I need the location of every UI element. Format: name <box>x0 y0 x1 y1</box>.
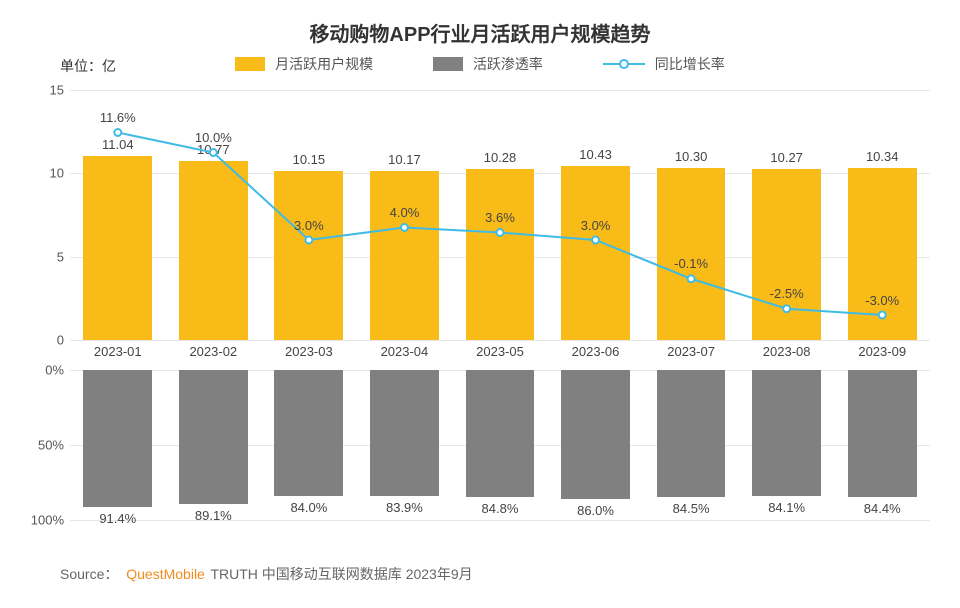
source-brand: QuestMobile <box>126 566 205 582</box>
bar-value-label: 84.1% <box>739 500 835 515</box>
plot-bot: 0%50%100% 91.4%89.1%84.0%83.9%84.8%86.0%… <box>70 370 930 520</box>
y-tick-label: 100% <box>20 513 64 528</box>
y-tick-label: 50% <box>20 438 64 453</box>
source-line: Source： QuestMobile TRUTH 中国移动互联网数据库 202… <box>60 564 473 584</box>
bar-bot <box>561 370 630 499</box>
x-tick-label: 2023-06 <box>548 344 644 359</box>
x-axis-labels: 2023-012023-022023-032023-042023-052023-… <box>70 344 930 364</box>
bar-value-label: 84.5% <box>643 501 739 516</box>
bar-slot: 83.9% <box>357 370 453 520</box>
bar-slot: 84.5% <box>643 370 739 520</box>
bar-value-label: 84.4% <box>834 501 930 516</box>
bar-value-label: 84.0% <box>261 500 357 515</box>
bar-bot <box>752 370 821 496</box>
line-point-label: 11.6% <box>100 110 136 125</box>
chart-header: 单位：亿 月活跃用户规模 活跃渗透率 同比增长率 <box>0 54 960 82</box>
bar-bot <box>466 370 535 497</box>
x-tick-label: 2023-05 <box>452 344 548 359</box>
x-tick-label: 2023-03 <box>261 344 357 359</box>
plot-top: 051015 11.0410.7710.1510.1710.2810.4310.… <box>70 90 930 340</box>
x-tick-label: 2023-02 <box>166 344 262 359</box>
bar-slot: 84.0% <box>261 370 357 520</box>
legend-swatch-bar-top <box>235 57 265 71</box>
source-prefix: Source： <box>60 566 118 582</box>
x-tick-label: 2023-04 <box>357 344 453 359</box>
line-point-label: 3.6% <box>485 210 515 225</box>
bar-value-label: 89.1% <box>166 508 262 523</box>
bar-bot <box>274 370 343 496</box>
legend-label-line: 同比增长率 <box>655 56 725 72</box>
line-point-label: 4.0% <box>390 205 420 220</box>
legend: 月活跃用户规模 活跃渗透率 同比增长率 <box>0 54 960 74</box>
y-tick-label: 15 <box>20 83 64 98</box>
bar-slot: 84.1% <box>739 370 835 520</box>
bars-bot: 91.4%89.1%84.0%83.9%84.8%86.0%84.5%84.1%… <box>70 370 930 520</box>
bar-bot <box>83 370 152 507</box>
y-tick-label: 5 <box>20 249 64 264</box>
y-tick-label: 0% <box>20 363 64 378</box>
bar-value-label: 83.9% <box>357 500 453 515</box>
bar-bot <box>370 370 439 496</box>
chart-title: 移动购物APP行业月活跃用户规模趋势 <box>0 0 960 47</box>
x-tick-label: 2023-08 <box>739 344 835 359</box>
line-labels: 11.6% 10.0% 3.0% 4.0% 3.6% 3.0% -0.1% -2.5% -3.0… <box>70 90 930 340</box>
line-point-label: -3.0% <box>865 293 899 308</box>
bar-bot <box>179 370 248 504</box>
bar-slot: 91.4% <box>70 370 166 520</box>
legend-item-line: 同比增长率 <box>603 54 725 74</box>
legend-label-bar-top: 月活跃用户规模 <box>275 56 373 72</box>
bar-value-label: 84.8% <box>452 501 548 516</box>
legend-label-bar-bot: 活跃渗透率 <box>473 56 543 72</box>
x-tick-label: 2023-07 <box>643 344 739 359</box>
legend-item-bar-bot: 活跃渗透率 <box>433 54 543 74</box>
x-tick-label: 2023-01 <box>70 344 166 359</box>
bar-value-label: 86.0% <box>548 503 644 518</box>
line-point-label: 3.0% <box>294 218 324 233</box>
bar-slot: 86.0% <box>548 370 644 520</box>
line-point-label: -0.1% <box>674 256 708 271</box>
bar-slot: 89.1% <box>166 370 262 520</box>
y-tick-label: 0 <box>20 333 64 348</box>
bar-bot <box>848 370 917 497</box>
legend-item-bar-top: 月活跃用户规模 <box>235 54 373 74</box>
y-tick-label: 10 <box>20 166 64 181</box>
bar-value-label: 91.4% <box>70 511 166 526</box>
chart-root: 移动购物APP行业月活跃用户规模趋势 单位：亿 月活跃用户规模 活跃渗透率 同比… <box>0 0 960 608</box>
legend-swatch-line <box>603 58 645 70</box>
bar-bot <box>657 370 726 497</box>
x-tick-label: 2023-09 <box>834 344 930 359</box>
source-rest: TRUTH 中国移动互联网数据库 2023年9月 <box>210 566 472 582</box>
bar-slot: 84.4% <box>834 370 930 520</box>
line-point-label: 3.0% <box>581 218 611 233</box>
legend-swatch-bar-bot <box>433 57 463 71</box>
gridline <box>70 340 930 341</box>
line-point-label: 10.0% <box>195 130 232 145</box>
bar-slot: 84.8% <box>452 370 548 520</box>
line-point-label: -2.5% <box>770 286 804 301</box>
